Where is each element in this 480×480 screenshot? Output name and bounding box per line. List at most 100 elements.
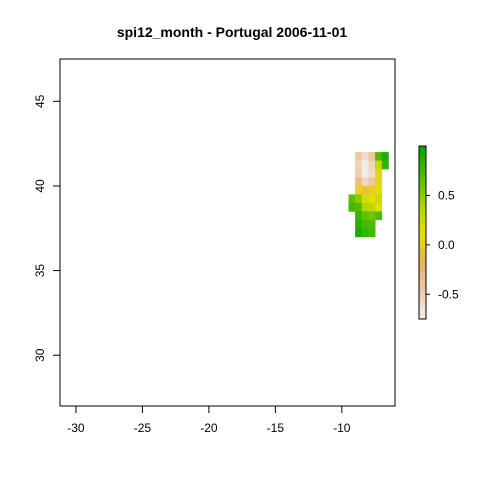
colorbar-swatch <box>419 180 426 186</box>
y-tick-label: 45 <box>33 94 47 108</box>
colorbar-swatch <box>419 249 426 255</box>
raster-cell <box>375 211 383 221</box>
raster-cell <box>355 185 363 195</box>
colorbar-swatch <box>419 184 426 190</box>
colorbar-swatch <box>419 202 426 208</box>
colorbar-swatch <box>419 158 426 164</box>
raster-cell <box>368 211 376 221</box>
raster-cell <box>368 228 376 238</box>
raster-cell <box>361 177 369 187</box>
raster-cell <box>375 194 383 204</box>
raster-cell <box>355 177 363 187</box>
colorbar-swatch <box>419 176 426 182</box>
colorbar-swatch <box>419 301 426 307</box>
y-tick-label: 35 <box>33 264 47 278</box>
raster-cell <box>348 202 356 212</box>
raster-cell <box>355 194 363 204</box>
raster-cell <box>368 160 376 170</box>
colorbar-tick-label: -0.5 <box>438 287 459 301</box>
colorbar-swatch <box>419 271 426 277</box>
colorbar-tick-label: 0.0 <box>438 238 455 252</box>
colorbar-swatch <box>419 163 426 169</box>
raster-cell <box>348 194 356 204</box>
raster-cell <box>361 219 369 229</box>
colorbar-swatch <box>419 206 426 212</box>
x-tick-label: -30 <box>67 421 85 435</box>
colorbar-swatch <box>419 193 426 199</box>
raster-cell <box>375 152 383 161</box>
colorbar-swatch <box>419 167 426 173</box>
raster-cell <box>381 160 389 170</box>
x-axis: -30 -25 -20 -15 -10 <box>67 405 351 435</box>
colorbar-swatch <box>419 210 426 216</box>
y-tick-label: 30 <box>33 348 47 362</box>
x-tick-label: -10 <box>333 421 351 435</box>
colorbar-swatch <box>419 171 426 177</box>
colorbar-swatch <box>419 288 426 294</box>
raster-cell <box>361 194 369 204</box>
raster-cell <box>368 185 376 195</box>
colorbar-frame <box>418 145 427 320</box>
y-axis: 30 35 40 45 <box>33 94 61 362</box>
colorbar-swatch <box>419 310 426 316</box>
colorbar-swatch <box>419 262 426 268</box>
colorbar-swatch <box>419 254 426 259</box>
raster-cell <box>361 211 369 221</box>
raster-cell <box>355 219 363 229</box>
raster-cells <box>348 152 389 238</box>
raster-cell <box>355 152 363 161</box>
colorbar-swatch <box>419 223 426 229</box>
y-tick-label: 40 <box>33 179 47 193</box>
colorbar-legend: -0.5 0.0 0.5 <box>418 145 459 320</box>
colorbar-swatch <box>419 146 426 151</box>
raster-cell <box>361 185 369 195</box>
raster-cell <box>355 169 363 178</box>
colorbar-swatch <box>419 219 426 225</box>
x-tick-label: -20 <box>200 421 218 435</box>
colorbar-swatch <box>419 215 426 221</box>
colorbar-swatch <box>419 154 426 160</box>
raster-cell <box>368 152 376 161</box>
x-tick-label: -15 <box>267 421 285 435</box>
colorbar-swatch <box>419 284 426 290</box>
raster-cell <box>361 169 369 178</box>
colorbar-swatch <box>419 267 426 272</box>
raster-cell <box>368 219 376 229</box>
colorbar-swatch <box>419 236 426 242</box>
raster-cell <box>381 152 389 161</box>
raster-cell <box>368 177 376 187</box>
plot-frame <box>59 58 396 407</box>
raster-cell <box>375 202 383 212</box>
colorbar-swatch <box>419 280 426 285</box>
colorbar-swatch <box>419 197 426 203</box>
colorbar-swatch <box>419 293 426 298</box>
raster-cell <box>361 152 369 161</box>
raster-cell <box>375 169 383 178</box>
raster-cell <box>368 202 376 212</box>
colorbar-swatch <box>419 275 426 281</box>
raster-cell <box>375 185 383 195</box>
colorbar-swatch <box>419 306 426 311</box>
colorbar-swatch <box>419 258 426 264</box>
raster-cell <box>355 211 363 221</box>
x-tick-label: -25 <box>134 421 152 435</box>
raster-cell <box>355 160 363 170</box>
raster-cell <box>375 160 383 170</box>
colorbar-swatch <box>419 245 426 251</box>
raster-cell <box>361 202 369 212</box>
colorbar-swatch <box>419 150 426 156</box>
colorbar-swatch <box>419 241 426 246</box>
colorbar-swatch <box>419 232 426 238</box>
raster-cell <box>361 228 369 238</box>
colorbar-swatch <box>419 297 426 303</box>
colorbar-swatch <box>419 228 426 233</box>
colorbar-swatch <box>419 314 426 320</box>
colorbar-swatch <box>419 189 426 195</box>
raster-cell <box>361 160 369 170</box>
chart-title: spi12_month - Portugal 2006-11-01 <box>117 24 348 40</box>
raster-cell <box>355 228 363 238</box>
raster-cell <box>368 194 376 204</box>
raster-cell <box>375 177 383 187</box>
raster-cell <box>368 169 376 178</box>
